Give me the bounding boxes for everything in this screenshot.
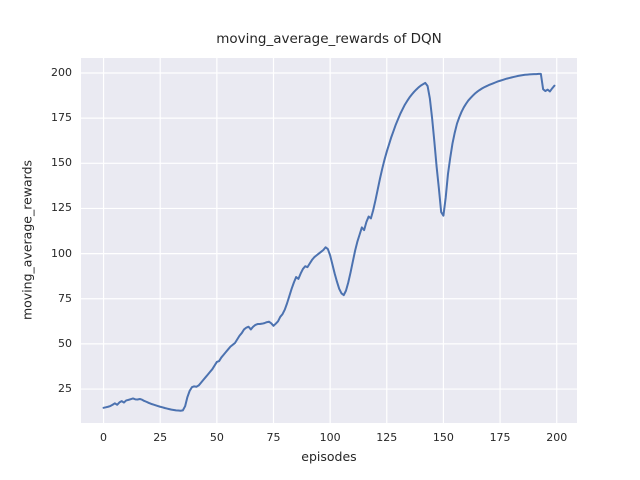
plot-area: [81, 58, 577, 423]
y-tick-label: 150: [51, 156, 72, 170]
y-tick-label: 50: [58, 336, 72, 350]
y-tick-label: 25: [58, 382, 72, 396]
y-tick-label: 75: [58, 291, 72, 305]
gridlines: [81, 58, 577, 423]
y-tick-label: 125: [51, 201, 72, 215]
x-tick-label: 50: [209, 431, 224, 444]
y-tick-label: 175: [51, 111, 72, 125]
chart-title: moving_average_rewards of DQN: [216, 31, 442, 47]
x-tick-label: 200: [546, 431, 568, 444]
x-tick-label: 125: [376, 431, 398, 444]
x-tick-label: 75: [266, 431, 281, 444]
plot-canvas: [81, 58, 577, 423]
x-tick-label: 0: [100, 431, 108, 444]
reward-line: [102, 72, 556, 412]
x-tick-label: 100: [319, 431, 341, 444]
y-tick-label: 100: [51, 246, 72, 260]
y-axis-label: moving_average_rewards: [19, 159, 35, 321]
x-tick-label: 25: [153, 431, 168, 444]
x-tick-label: 175: [489, 431, 511, 444]
x-tick-label: 150: [432, 431, 454, 444]
y-tick-label: 200: [51, 65, 72, 79]
x-axis-label: episodes: [301, 449, 357, 464]
